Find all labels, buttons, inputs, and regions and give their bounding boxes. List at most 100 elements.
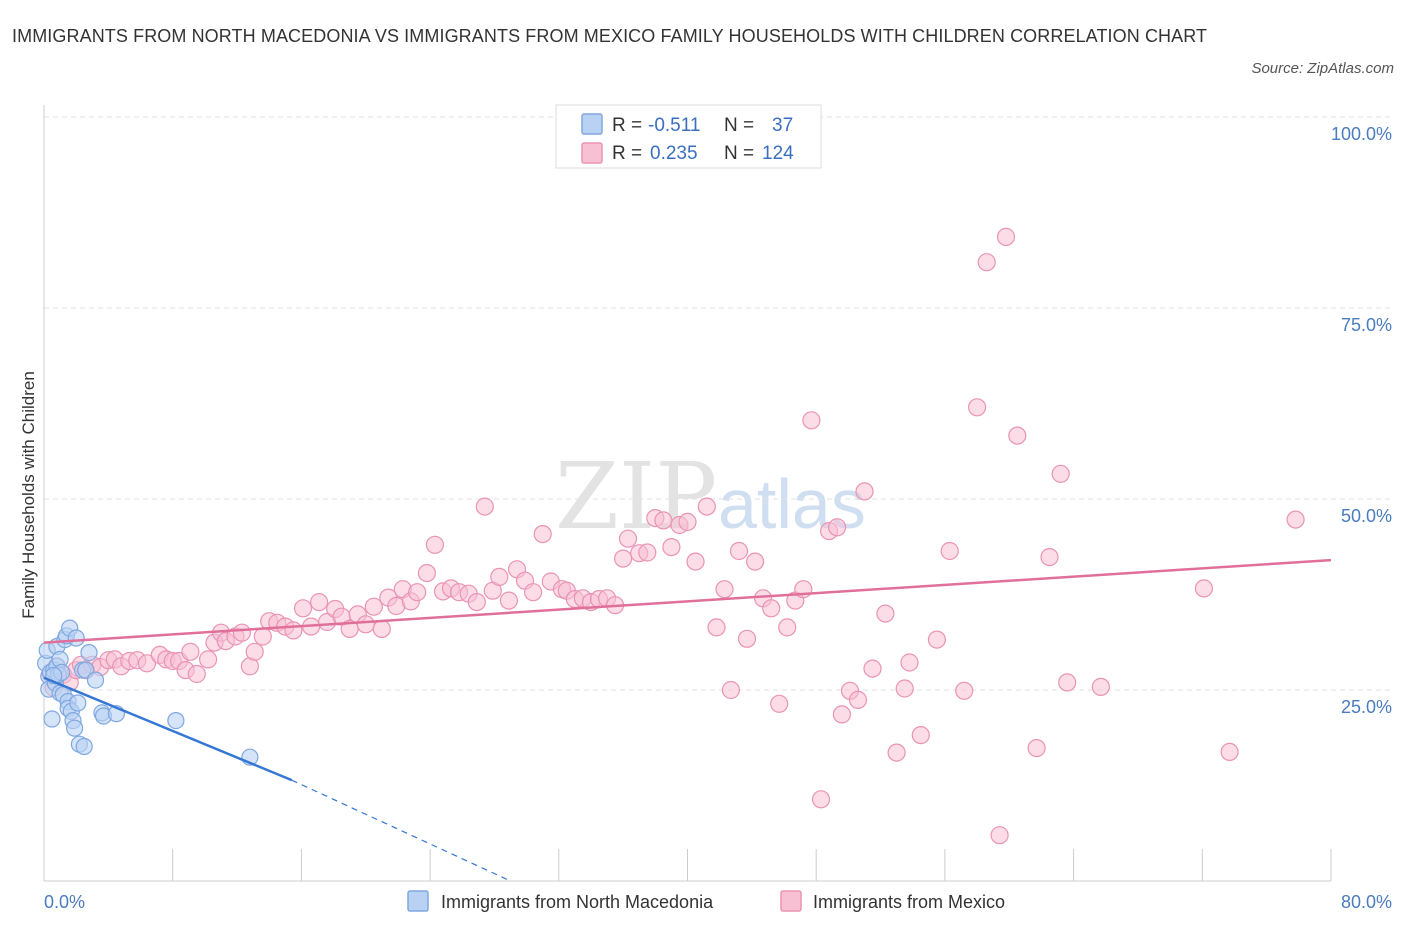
x-tick-label: 0.0% xyxy=(44,892,85,912)
y-tick-label: 25.0% xyxy=(1341,697,1392,717)
mexico-point xyxy=(408,583,427,602)
mexico-point xyxy=(475,497,494,516)
mexico-point xyxy=(721,680,741,700)
trendline-north-macedonia xyxy=(43,676,293,782)
mexico-point xyxy=(745,552,765,571)
north-macedonia-point xyxy=(69,694,87,712)
mexico-point xyxy=(678,512,697,532)
north-macedonia-point xyxy=(167,711,185,730)
north-macedonia-point xyxy=(43,710,61,728)
bottom-legend: Immigrants from North Macedonia Immigran… xyxy=(407,890,1005,912)
legend-box: R = -0.511 N = 37 R = 0.235 N = 124 xyxy=(555,104,822,169)
mexico-point xyxy=(832,705,852,724)
mexico-point xyxy=(618,529,638,548)
mexico-point xyxy=(762,599,781,618)
mexico-point xyxy=(364,597,383,616)
mexico-point xyxy=(811,790,831,809)
legend-r-label-2: R = xyxy=(612,143,642,164)
mexico-point xyxy=(1220,742,1239,762)
mexico-point xyxy=(955,681,974,700)
y-tick-label: 50.0% xyxy=(1341,506,1392,526)
mexico-point xyxy=(372,619,391,639)
mexico-point xyxy=(425,535,444,554)
mexico-point xyxy=(927,630,947,649)
mexico-point xyxy=(613,549,633,568)
north-macedonia-point xyxy=(65,719,84,737)
mexico-point xyxy=(770,694,789,713)
legend-r-value-1: -0.511 xyxy=(648,115,700,136)
mexico-point xyxy=(1027,738,1046,758)
mexico-point xyxy=(940,541,959,561)
mexico-point xyxy=(187,664,206,684)
mexico-point xyxy=(417,563,436,583)
mexico-point xyxy=(863,659,882,678)
mexico-point xyxy=(293,599,313,618)
mexico-point xyxy=(310,592,329,612)
mexico-point xyxy=(533,524,552,544)
mexico-point xyxy=(887,743,906,762)
source-label: Source: ZipAtlas.com xyxy=(1251,60,1394,77)
mexico-point xyxy=(802,411,821,430)
legend-n-label-2: N = xyxy=(724,143,754,164)
mexico-point xyxy=(686,552,705,571)
legend-n-value-2: 124 xyxy=(762,143,794,164)
mexico-point xyxy=(284,621,303,640)
north-macedonia-point xyxy=(75,737,93,756)
trendline-mexico xyxy=(43,558,1332,644)
mexico-point xyxy=(245,642,264,661)
legend-n-value-1: 37 xyxy=(772,115,793,136)
mexico-point xyxy=(707,618,726,637)
mexico-point xyxy=(967,398,987,417)
mexico-point xyxy=(1194,579,1214,598)
mexico-point xyxy=(1091,677,1111,697)
north-macedonia-point xyxy=(86,671,105,689)
mexico-point xyxy=(1286,510,1305,529)
mexico-point xyxy=(697,497,716,516)
mexico-point xyxy=(1040,547,1059,567)
mexico-point xyxy=(356,615,375,634)
legend-swatch-mexico xyxy=(581,142,603,164)
chart-title: IMMIGRANTS FROM NORTH MACEDONIA VS IMMIG… xyxy=(12,26,1208,46)
bottom-legend-swatch-mexico xyxy=(780,890,802,912)
mexico-point xyxy=(827,518,847,537)
legend-r-label-1: R = xyxy=(612,115,642,136)
mexico-point xyxy=(1058,673,1077,692)
legend-n-label-1: N = xyxy=(724,115,754,136)
mexico-point xyxy=(1008,426,1027,445)
mexico-point xyxy=(662,537,681,557)
mexico-point xyxy=(181,642,200,661)
mexico-point xyxy=(977,253,996,272)
mexico-point xyxy=(996,227,1016,246)
mexico-point xyxy=(715,580,734,599)
y-tick-label: 75.0% xyxy=(1341,315,1392,335)
mexico-point xyxy=(137,654,157,673)
mexico-point xyxy=(199,650,218,669)
gridlines xyxy=(44,116,1392,691)
bottom-legend-swatch-north-macedonia xyxy=(407,890,429,912)
mexico-point xyxy=(253,627,272,646)
north-macedonia-point xyxy=(67,629,85,647)
mexico-point xyxy=(778,618,797,637)
mexico-point xyxy=(467,592,486,612)
mexico-point xyxy=(1051,464,1070,483)
north-macedonia-point xyxy=(80,643,98,662)
bottom-legend-label-mexico: Immigrants from Mexico xyxy=(813,892,1005,912)
y-tick-label: 100.0% xyxy=(1331,124,1392,144)
mexico-point xyxy=(876,604,895,623)
mexico-point xyxy=(895,679,914,698)
x-tick-label: 80.0% xyxy=(1341,892,1392,912)
legend-swatch-north-macedonia xyxy=(581,113,603,135)
mexico-point xyxy=(654,511,673,530)
legend-r-value-2: 0.235 xyxy=(650,143,698,164)
mexico-point xyxy=(729,541,749,561)
axes xyxy=(43,105,1332,882)
mexico-point xyxy=(499,591,518,610)
bottom-legend-label-north-macedonia: Immigrants from North Macedonia xyxy=(441,892,714,912)
mexico-point xyxy=(490,567,509,587)
mexico-point xyxy=(855,482,874,501)
mexico-point xyxy=(232,623,251,642)
watermark-zip: ZIP xyxy=(555,443,717,550)
x-tick-labels: 0.0% 80.0% xyxy=(44,892,1392,912)
mexico-point xyxy=(737,629,757,648)
